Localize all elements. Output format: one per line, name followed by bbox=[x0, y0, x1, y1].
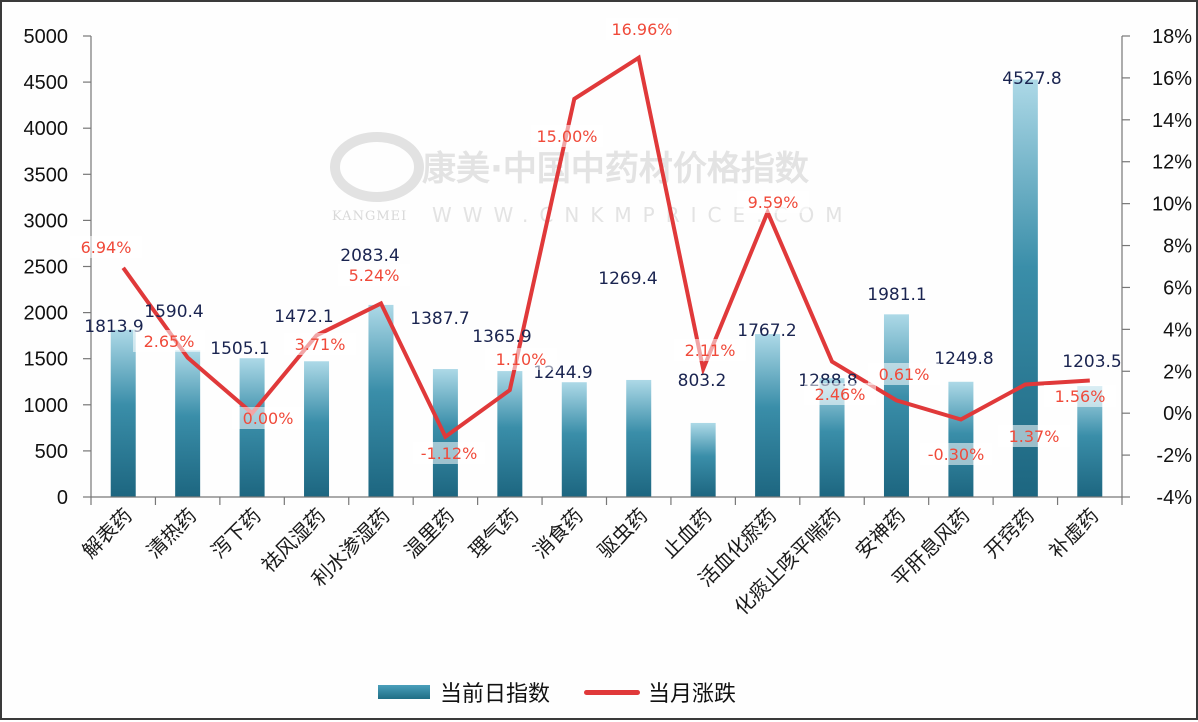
bar-swatch-icon bbox=[378, 685, 430, 699]
legend-label-index: 当前日指数 bbox=[440, 682, 551, 707]
percent-change-label: 0.00% bbox=[243, 409, 294, 428]
category-label: 泻下药 bbox=[206, 504, 265, 563]
bar-value-label: 4527.8 bbox=[1002, 69, 1061, 89]
right-tick-label: 2% bbox=[1163, 361, 1192, 383]
line-swatch-icon bbox=[584, 689, 641, 695]
bar bbox=[626, 379, 652, 497]
percent-change-label: 3.71% bbox=[295, 335, 346, 354]
percent-change-label: 1.10% bbox=[496, 350, 547, 369]
percent-change-label: 1.37% bbox=[1009, 427, 1060, 446]
percent-change-label: 16.96% bbox=[611, 20, 672, 39]
percent-change-label: -0.30% bbox=[928, 445, 985, 464]
right-tick-label: 12% bbox=[1152, 152, 1192, 174]
right-tick-label: 18% bbox=[1152, 26, 1192, 48]
percent-change-label: 0.61% bbox=[879, 365, 930, 384]
left-tick-label: 2000 bbox=[24, 303, 69, 325]
legend: 当前日指数 当月涨跌 bbox=[378, 676, 770, 708]
bar bbox=[690, 422, 716, 497]
line-series bbox=[121, 54, 1090, 440]
bar bbox=[755, 334, 781, 497]
bar-value-label: 1505.1 bbox=[210, 339, 269, 359]
category-label: 开窍药 bbox=[979, 504, 1038, 563]
bar-value-label: 1981.1 bbox=[867, 285, 926, 305]
category-label: 安神药 bbox=[851, 504, 910, 563]
category-label: 清热药 bbox=[142, 504, 201, 563]
right-tick-label: 0% bbox=[1163, 403, 1192, 425]
percent-change-label: 15.00% bbox=[536, 127, 597, 146]
bar-value-label: 1203.5 bbox=[1062, 352, 1121, 372]
bar-value-label: 803.2 bbox=[678, 371, 727, 391]
watermark-logo-icon bbox=[330, 132, 424, 202]
bar-value-label: 1767.2 bbox=[737, 321, 796, 341]
legend-item-monthly-change: 当月涨跌 bbox=[584, 676, 736, 708]
right-tick-label: -2% bbox=[1156, 445, 1192, 467]
bar-value-label: 1813.9 bbox=[84, 317, 143, 337]
legend-item-index: 当前日指数 bbox=[378, 676, 550, 708]
bar-value-label: 1365.9 bbox=[472, 327, 531, 347]
right-tick-label: 4% bbox=[1163, 319, 1192, 341]
watermark-title: 康美·中国中药材价格指数 bbox=[422, 149, 809, 189]
right-tick-label: 16% bbox=[1152, 68, 1192, 90]
percent-change-label: 2.65% bbox=[144, 332, 195, 351]
right-tick-label: -4% bbox=[1156, 487, 1192, 509]
bar-value-label: 1249.8 bbox=[934, 349, 993, 369]
watermark-brand: KANGMEI bbox=[332, 209, 407, 224]
axes: 0 500 1000 1500 2000 2500 3000 3500 4000 4500 5000… bbox=[24, 26, 1193, 509]
category-label: 止血药 bbox=[657, 504, 716, 563]
left-tick-label: 3500 bbox=[24, 164, 69, 186]
percent-change-label: 2.11% bbox=[685, 341, 736, 360]
right-tick-label: 8% bbox=[1163, 236, 1192, 258]
left-tick-label: 1000 bbox=[24, 395, 69, 417]
right-tick-label: 14% bbox=[1152, 110, 1192, 132]
percent-change-label: 2.46% bbox=[815, 385, 866, 404]
percent-change-label: 6.94% bbox=[81, 238, 132, 257]
bar-value-label: 1590.4 bbox=[144, 302, 203, 322]
percent-change-label: 9.59% bbox=[748, 193, 799, 212]
bar-value-label: 2083.4 bbox=[340, 246, 399, 266]
left-tick-label: 0 bbox=[57, 487, 68, 509]
percent-change-label: 1.56% bbox=[1055, 387, 1106, 406]
category-label: 消食药 bbox=[528, 504, 587, 563]
bar bbox=[110, 329, 136, 497]
bar bbox=[561, 382, 587, 497]
bar-value-label: 1472.1 bbox=[274, 307, 333, 327]
percent-change-label: 5.24% bbox=[349, 266, 400, 285]
bar-value-label: 1387.7 bbox=[410, 309, 469, 329]
percent-change-label: -1.12% bbox=[421, 444, 478, 463]
category-label: 理气药 bbox=[464, 504, 523, 563]
legend-label-monthly-change: 当月涨跌 bbox=[648, 682, 737, 707]
left-tick-label: 5000 bbox=[24, 26, 69, 48]
left-tick-label: 2500 bbox=[24, 257, 69, 279]
left-tick-label: 1500 bbox=[24, 349, 69, 371]
bar-value-label: 1269.4 bbox=[598, 269, 657, 289]
line-data-labels: 6.94% 2.65% 0.00% 3.71% 5.24% -1.12% 1.10% 15.0… bbox=[70, 18, 1116, 465]
left-tick-label: 3000 bbox=[24, 210, 69, 232]
left-tick-label: 4500 bbox=[24, 72, 69, 94]
bar bbox=[175, 350, 201, 497]
right-tick-label: 6% bbox=[1163, 277, 1192, 299]
bar bbox=[948, 381, 974, 497]
bar bbox=[304, 361, 330, 497]
category-label: 温里药 bbox=[400, 504, 459, 563]
category-label: 驱虫药 bbox=[593, 504, 652, 563]
monthly-change-line bbox=[121, 54, 1090, 440]
left-tick-label: 500 bbox=[35, 441, 68, 463]
bar bbox=[883, 314, 909, 497]
category-label: 解表药 bbox=[77, 504, 136, 563]
right-tick-label: 10% bbox=[1152, 194, 1192, 216]
bar bbox=[368, 304, 394, 497]
left-tick-label: 4000 bbox=[24, 118, 69, 140]
category-label: 补虚药 bbox=[1044, 504, 1103, 563]
